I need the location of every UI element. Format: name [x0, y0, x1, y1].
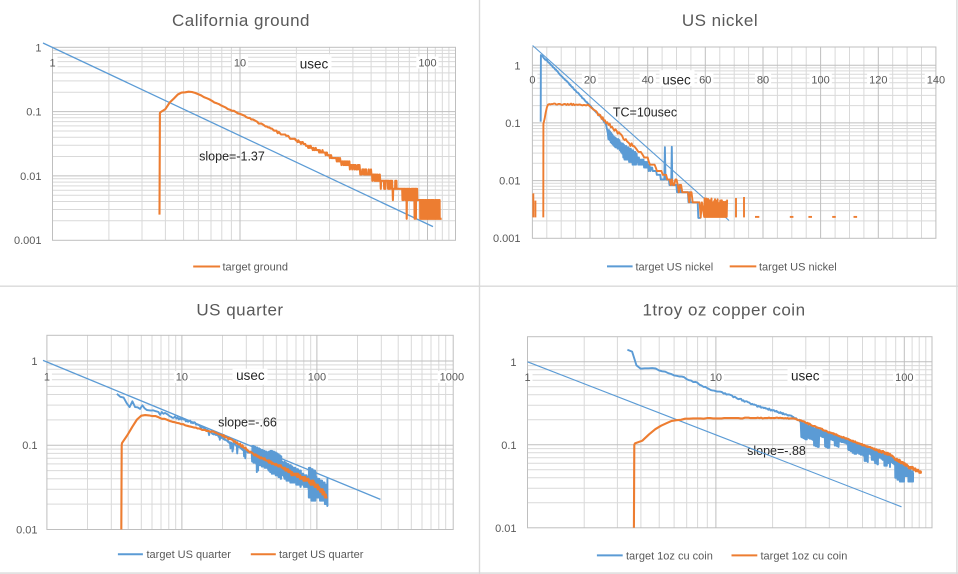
svg-text:US quarter: US quarter — [196, 301, 283, 320]
svg-text:100: 100 — [895, 372, 913, 384]
svg-text:100: 100 — [418, 58, 436, 70]
svg-text:100: 100 — [308, 371, 326, 383]
svg-text:20: 20 — [584, 74, 596, 86]
svg-text:60: 60 — [699, 74, 711, 86]
svg-text:slope=-.88: slope=-.88 — [747, 444, 806, 458]
svg-text:target US nickel: target US nickel — [759, 261, 837, 273]
svg-text:0.001: 0.001 — [493, 233, 521, 245]
svg-text:TC=10usec: TC=10usec — [613, 106, 677, 120]
svg-text:0.1: 0.1 — [501, 440, 516, 452]
svg-text:0: 0 — [529, 74, 535, 86]
svg-text:0.01: 0.01 — [499, 176, 520, 188]
svg-text:1: 1 — [49, 58, 55, 70]
svg-text:10: 10 — [234, 58, 246, 70]
svg-text:slope=-1.37: slope=-1.37 — [199, 150, 265, 164]
svg-text:0.01: 0.01 — [16, 525, 37, 537]
svg-text:target US nickel: target US nickel — [636, 261, 714, 273]
svg-text:1: 1 — [31, 356, 37, 368]
svg-text:1: 1 — [510, 357, 516, 369]
svg-text:target 1oz cu coin: target 1oz cu coin — [626, 550, 713, 562]
svg-text:0.1: 0.1 — [505, 118, 520, 130]
svg-text:10: 10 — [710, 372, 722, 384]
svg-text:usec: usec — [300, 57, 329, 72]
svg-text:0.1: 0.1 — [22, 440, 37, 452]
svg-text:slope=-.66: slope=-.66 — [218, 416, 277, 430]
svg-text:40: 40 — [642, 74, 654, 86]
svg-text:target ground: target ground — [223, 261, 288, 273]
svg-text:100: 100 — [811, 74, 829, 86]
svg-text:target US quarter: target US quarter — [279, 549, 364, 561]
svg-text:0.001: 0.001 — [14, 235, 42, 247]
svg-text:1troy oz copper coin: 1troy oz copper coin — [642, 301, 805, 320]
svg-text:target 1oz cu coin: target 1oz cu coin — [761, 550, 848, 562]
svg-text:California ground: California ground — [172, 11, 310, 30]
svg-text:US nickel: US nickel — [682, 11, 758, 30]
svg-text:80: 80 — [757, 74, 769, 86]
svg-text:0.1: 0.1 — [26, 107, 41, 119]
svg-text:10: 10 — [176, 371, 188, 383]
svg-text:1: 1 — [524, 372, 530, 384]
svg-text:0.01: 0.01 — [495, 523, 516, 535]
svg-text:1: 1 — [514, 60, 520, 72]
svg-text:usec: usec — [791, 369, 820, 384]
svg-text:target US quarter: target US quarter — [147, 549, 232, 561]
svg-text:1: 1 — [44, 371, 50, 383]
svg-text:usec: usec — [662, 72, 691, 87]
svg-text:1: 1 — [35, 42, 41, 54]
svg-text:usec: usec — [236, 368, 265, 383]
svg-text:140: 140 — [927, 74, 945, 86]
svg-text:120: 120 — [869, 74, 887, 86]
svg-text:0.01: 0.01 — [20, 171, 41, 183]
svg-text:1000: 1000 — [440, 371, 464, 383]
